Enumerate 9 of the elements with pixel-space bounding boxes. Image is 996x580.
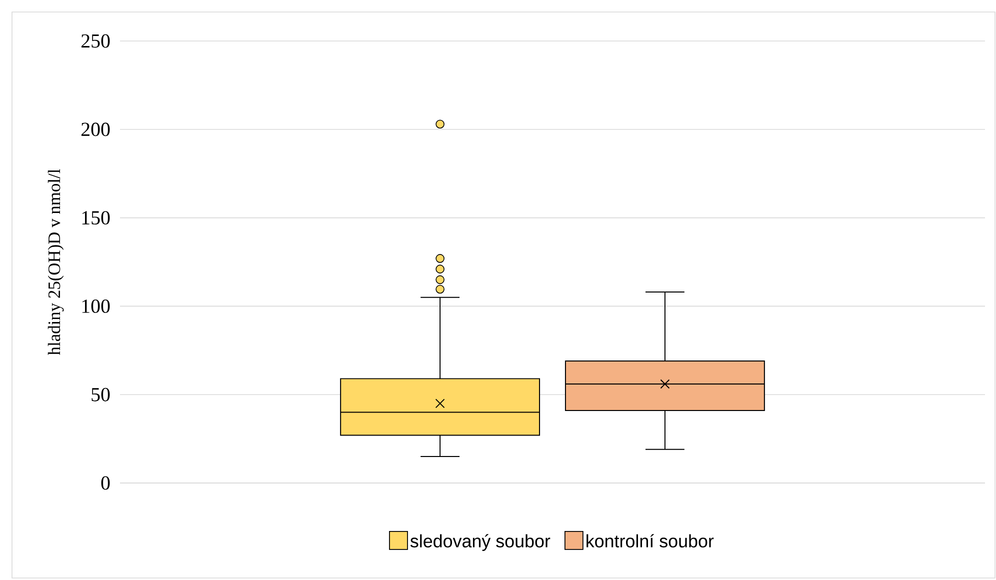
y-tick-label: 250	[81, 34, 110, 48]
y-tick-label: 0	[101, 476, 110, 490]
y-tick-label: 50	[92, 388, 110, 402]
legend-label: kontrolní soubor	[586, 534, 714, 548]
y-tick-label: 100	[82, 299, 110, 313]
legend-label: sledovaný soubor	[410, 534, 550, 552]
y-axis-title: hladiny 25(OH)D v nmol/l	[48, 169, 64, 356]
y-tick-label: 150	[82, 211, 110, 225]
y-tick-label: 200	[81, 122, 110, 136]
